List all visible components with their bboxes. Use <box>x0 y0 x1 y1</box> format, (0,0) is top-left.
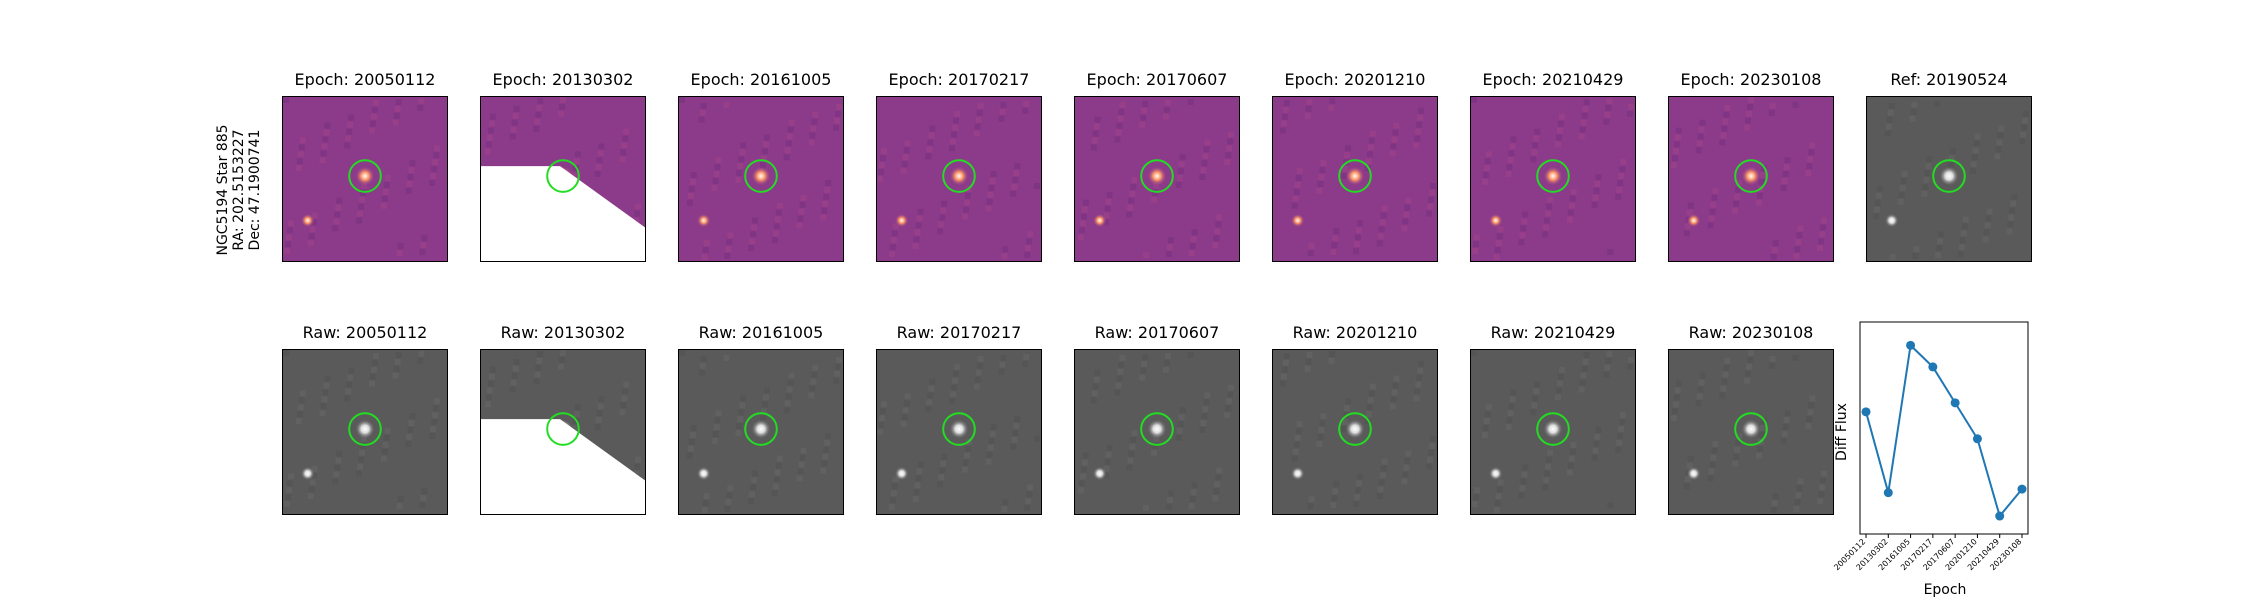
raw-panel-title: Raw: 20201210 <box>1255 323 1455 343</box>
lightcurve-point <box>1862 407 1871 416</box>
diff-panel-title: Epoch: 20201210 <box>1255 70 1455 90</box>
diff-cutout <box>1470 96 1636 262</box>
diff-cutout <box>678 96 844 262</box>
diff-panel-title: Epoch: 20161005 <box>661 70 861 90</box>
raw-panel-title: Raw: 20130302 <box>463 323 663 343</box>
raw-cutout <box>678 349 844 515</box>
raw-panel-title: Raw: 20210429 <box>1453 323 1653 343</box>
lightcurve-svg: 2005011220130302201610052017021720170607… <box>1860 322 2028 534</box>
raw-panel-title: Raw: 20170217 <box>859 323 1059 343</box>
target-info: NGC5194 Star 885 RA: 202.5153227 Dec: 47… <box>222 120 256 260</box>
diff-panel-title: Epoch: 20210429 <box>1453 70 1653 90</box>
raw-cutout <box>1074 349 1240 515</box>
lightcurve-point <box>1928 362 1937 371</box>
diff-panel-title: Epoch: 20170607 <box>1057 70 1257 90</box>
diff-cutout <box>282 96 448 262</box>
lightcurve-plot: 20050112 20130302 20161005 20170217 20170607… <box>1860 322 2028 534</box>
diff-panel-title: Epoch: 20170217 <box>859 70 1059 90</box>
raw-panel-title: Raw: 20161005 <box>661 323 861 343</box>
lightcurve-point <box>2018 485 2027 494</box>
lightcurve-point <box>1973 434 1982 443</box>
lightcurve-point <box>1884 488 1893 497</box>
diff-cutout <box>1074 96 1240 262</box>
diff-cutout <box>1866 96 2032 262</box>
raw-cutout <box>1272 349 1438 515</box>
diff-cutout <box>480 96 646 262</box>
diff-panel-title: Epoch: 20130302 <box>463 70 663 90</box>
diff-panel-title: Epoch: 20050112 <box>265 70 465 90</box>
diff-cutout <box>876 96 1042 262</box>
raw-panel-title: Raw: 20170607 <box>1057 323 1257 343</box>
diff-panel-title: Ref: 20190524 <box>1849 70 2049 90</box>
raw-cutout <box>1470 349 1636 515</box>
raw-panel-title: Raw: 20050112 <box>265 323 465 343</box>
lightcurve-point <box>1995 512 2004 521</box>
diff-panel-title: Epoch: 20230108 <box>1651 70 1851 90</box>
raw-panel-title: Raw: 20230108 <box>1651 323 1851 343</box>
target-name: NGC5194 Star 885 <box>215 124 231 255</box>
raw-cutout <box>876 349 1042 515</box>
raw-cutout <box>282 349 448 515</box>
raw-cutout <box>480 349 646 515</box>
target-dec: Dec: 47.1900741 <box>247 124 263 255</box>
diff-cutout <box>1668 96 1834 262</box>
target-ra: RA: 202.5153227 <box>231 124 247 255</box>
lightcurve-point <box>1906 341 1915 350</box>
lightcurve-xlabel: Epoch <box>1900 582 1990 598</box>
raw-cutout <box>1668 349 1834 515</box>
diff-cutout <box>1272 96 1438 262</box>
lightcurve-ylabel: Diff Flux <box>1830 420 1854 444</box>
lightcurve-point <box>1951 398 1960 407</box>
lightcurve-frame <box>1860 322 2028 534</box>
